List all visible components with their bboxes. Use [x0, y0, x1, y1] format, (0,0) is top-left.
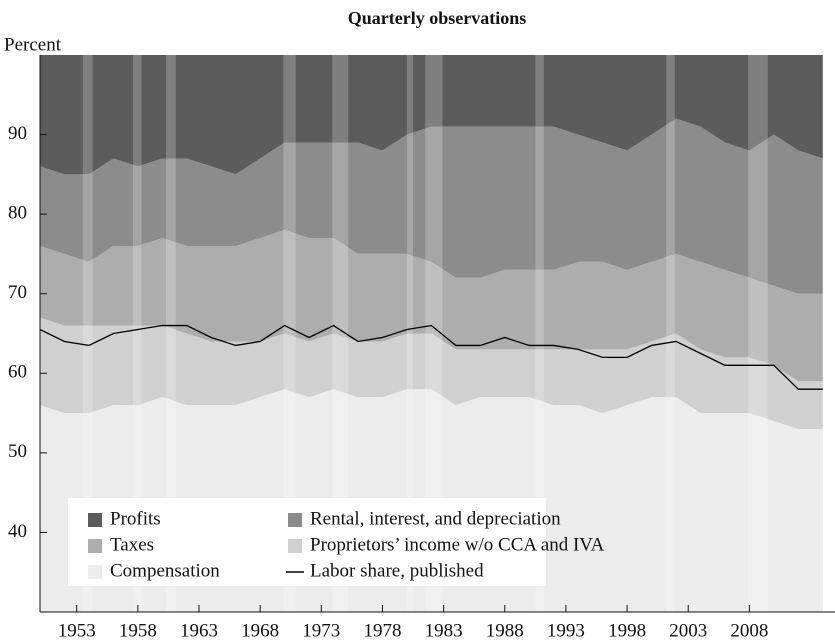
legend-label: Profits [110, 508, 161, 529]
x-tick-label: 1953 [58, 620, 96, 641]
x-tick-label: 1998 [608, 620, 646, 641]
recession-band [165, 55, 176, 612]
legend-label: Proprietors’ income w/o CCA and IVA [310, 534, 605, 555]
y-tick-label: 60 [8, 362, 27, 383]
area [40, 118, 823, 294]
legend-swatch [288, 513, 302, 527]
recession-band [748, 55, 768, 612]
recession-band [425, 55, 443, 612]
area [40, 230, 823, 382]
x-tick-label: 1958 [119, 620, 157, 641]
area [40, 55, 823, 175]
recession-band [132, 55, 142, 612]
legend: Compensation Proprietors’ income w/o CCA … [68, 498, 605, 586]
legend-box [68, 498, 546, 586]
x-tick-label: 1968 [241, 620, 279, 641]
legend-label: Rental, interest, and depreciation [310, 508, 561, 529]
axes: 40 50 60 70 80 90 1953 1958 1963 1968 1973 1978 1983… [8, 55, 835, 641]
x-tick-label: 1973 [302, 620, 340, 641]
x-tick-label: 2008 [730, 620, 768, 641]
recession-band [406, 55, 414, 612]
chart-title: Quarterly observations [348, 8, 526, 28]
x-tick-label: 1963 [180, 620, 218, 641]
y-tick-label: 90 [8, 123, 27, 144]
legend-swatch [88, 513, 102, 527]
recession-band [666, 55, 675, 612]
legend-swatch [288, 539, 302, 553]
legend-swatch [88, 565, 102, 579]
x-tick-label: 1978 [363, 620, 401, 641]
y-tick-label: 50 [8, 441, 27, 462]
recession-band [283, 55, 296, 612]
line [40, 324, 823, 390]
x-tick-label: 1983 [425, 620, 463, 641]
recession-band [535, 55, 544, 612]
x-tick-label: 2003 [669, 620, 707, 641]
y-tick-label: 80 [8, 203, 27, 224]
y-tick-label: 40 [8, 521, 27, 542]
x-tick-label: 1988 [486, 620, 524, 641]
legend-label: Taxes [110, 534, 154, 555]
x-tick-label: 1993 [547, 620, 585, 641]
y-axis-label: Percent [4, 34, 62, 55]
y-tick-label: 70 [8, 282, 27, 303]
recession-band [332, 55, 349, 612]
recession-band [82, 55, 93, 612]
legend-swatch [88, 539, 102, 553]
legend-label: Labor share, published [310, 560, 484, 581]
legend-label: Compensation [110, 560, 220, 581]
